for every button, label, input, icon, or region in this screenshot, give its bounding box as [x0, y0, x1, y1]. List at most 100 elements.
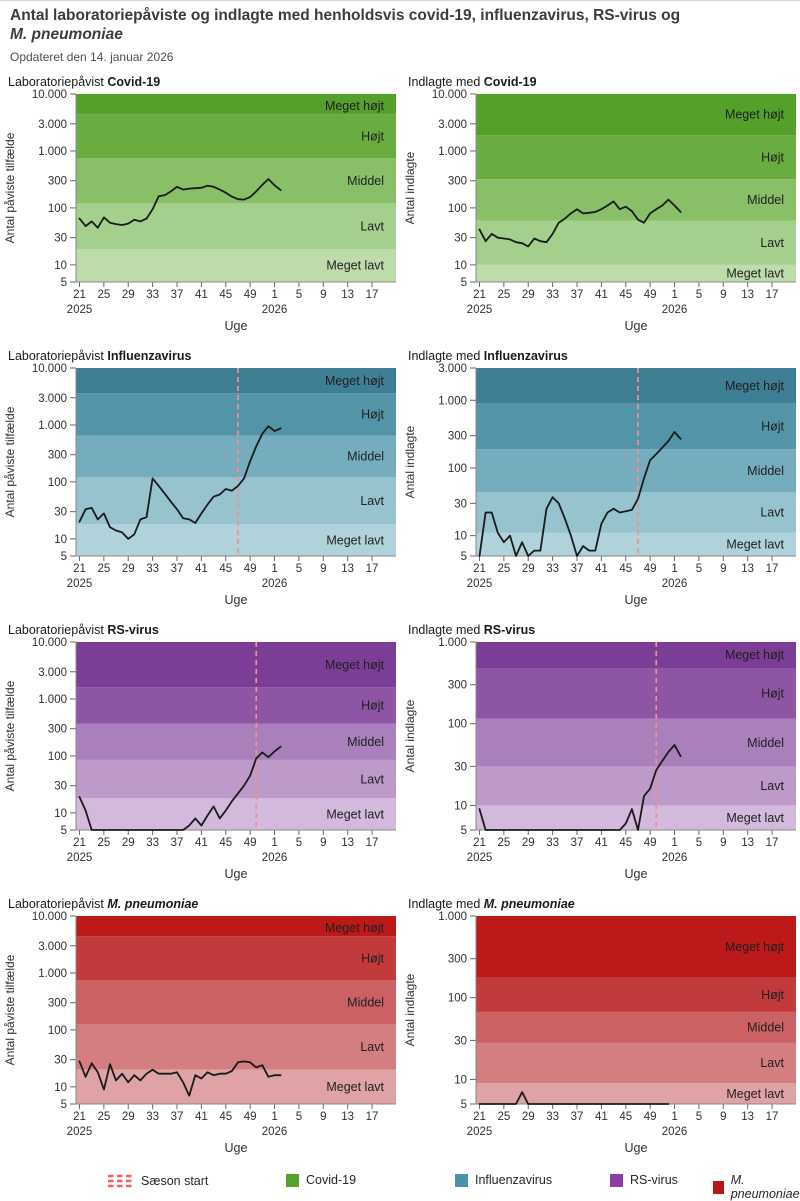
band-label-2: Middel: [747, 736, 784, 750]
charts-grid: Meget lavt Lavt Middel Højt Meget højt 5 10 30 1…: [0, 71, 800, 1167]
band-label-1: Lavt: [360, 494, 384, 508]
svg-text:25: 25: [497, 289, 510, 301]
svg-text:5: 5: [61, 1099, 67, 1111]
data-line-covid-hosp: [478, 198, 682, 248]
band-label-1: Lavt: [360, 1040, 384, 1054]
svg-text:30: 30: [454, 498, 467, 510]
year-right-label: 2026: [262, 852, 288, 864]
svg-text:37: 37: [171, 837, 184, 849]
svg-text:30: 30: [54, 507, 67, 519]
svg-text:49: 49: [244, 563, 257, 575]
svg-text:10.000: 10.000: [32, 637, 67, 649]
svg-text:300: 300: [48, 450, 67, 462]
svg-text:13: 13: [341, 563, 354, 575]
year-right-label: 2026: [662, 578, 688, 590]
svg-text:45: 45: [219, 289, 232, 301]
y-axis-title: Antal påviste tilfælde: [3, 954, 17, 1065]
svg-text:49: 49: [644, 837, 657, 849]
svg-text:10: 10: [454, 1074, 467, 1086]
svg-text:30: 30: [54, 1055, 67, 1067]
svg-text:100: 100: [448, 993, 467, 1005]
svg-text:25: 25: [497, 563, 510, 575]
x-axis-title: Uge: [625, 1141, 648, 1155]
band-label-0: Meget lavt: [726, 1087, 784, 1101]
band-label-3: Højt: [361, 951, 384, 965]
svg-text:300: 300: [48, 176, 67, 188]
svg-text:25: 25: [97, 289, 110, 301]
year-right-label: 2026: [662, 852, 688, 864]
svg-text:5: 5: [461, 551, 467, 563]
intensity-bands: Meget lavt Lavt Middel Højt Meget højt: [476, 642, 796, 830]
svg-text:1.000: 1.000: [38, 694, 67, 706]
band-label-1: Lavt: [760, 1056, 784, 1070]
svg-text:100: 100: [48, 203, 67, 215]
intensity-bands: Meget lavt Lavt Middel Højt Meget højt: [76, 916, 396, 1104]
svg-text:5: 5: [296, 563, 302, 575]
y-axis-title: Antal påviste tilfælde: [3, 132, 17, 243]
svg-text:1: 1: [671, 837, 677, 849]
svg-text:13: 13: [741, 837, 754, 849]
svg-text:30: 30: [54, 781, 67, 793]
legend-item-influenzavirus: Influenzavirus: [455, 1173, 552, 1187]
svg-text:49: 49: [244, 289, 257, 301]
rs-virus-swatch-icon: [610, 1173, 623, 1187]
x-axis-title: Uge: [625, 867, 648, 881]
x-axis-title: Uge: [225, 319, 248, 333]
season-start-dash-icon: [108, 1174, 132, 1188]
y-axis: 5 10 30 100 300 1.000 3.000 10.000: [32, 89, 76, 289]
x-axis: 21 25 29 33 37 41 45 49 1 5 9 13 17 2025 2026 Uge: [467, 556, 779, 607]
svg-text:17: 17: [366, 837, 379, 849]
svg-text:37: 37: [171, 563, 184, 575]
band-label-3: Højt: [361, 408, 384, 422]
svg-text:45: 45: [619, 289, 632, 301]
chart-title-rs-lab: Laboratoriepåvist RS-virus: [8, 623, 159, 637]
svg-text:3.000: 3.000: [38, 941, 67, 953]
chart-svg-mpneumoniae-hosp: Meget lavt Lavt Middel Højt Meget højt 5 10 30 1…: [403, 897, 796, 1155]
svg-text:5: 5: [61, 825, 67, 837]
svg-text:1.000: 1.000: [438, 146, 467, 158]
band-label-2: Middel: [347, 995, 384, 1009]
svg-text:29: 29: [522, 289, 535, 301]
svg-text:29: 29: [122, 563, 135, 575]
y-axis-title: Antal påviste tilfælde: [3, 406, 17, 517]
svg-text:100: 100: [448, 719, 467, 731]
chart-mpneumoniae-hosp: Meget lavt Lavt Middel Højt Meget højt 5 10 30 1…: [400, 893, 800, 1167]
svg-text:10: 10: [454, 260, 467, 272]
chart-svg-influenza-lab: Meget lavt Lavt Middel Højt Meget højt 5 10 30 1…: [3, 349, 396, 607]
svg-text:21: 21: [473, 1111, 486, 1123]
band-label-2: Middel: [747, 193, 784, 207]
svg-text:300: 300: [48, 724, 67, 736]
legend-item-label: Influenzavirus: [475, 1173, 553, 1187]
svg-text:33: 33: [146, 289, 159, 301]
x-axis: 21 25 29 33 37 41 45 49 1 5 9 13 17 2025 2026 Uge: [467, 830, 778, 881]
page-header: Antal laboratoriepåviste og indlagte med…: [10, 7, 790, 64]
svg-text:300: 300: [448, 954, 467, 966]
svg-text:5: 5: [696, 837, 702, 849]
year-left-label: 2025: [67, 578, 93, 590]
svg-text:45: 45: [619, 1111, 632, 1123]
svg-text:21: 21: [73, 1111, 86, 1123]
svg-text:49: 49: [644, 289, 657, 301]
band-label-2: Middel: [347, 174, 384, 188]
band-label-4: Meget højt: [725, 940, 785, 954]
svg-text:17: 17: [766, 563, 779, 575]
svg-text:21: 21: [473, 563, 486, 575]
svg-text:13: 13: [741, 563, 754, 575]
chart-influenza-lab: Meget lavt Lavt Middel Højt Meget højt 5 10 30 1…: [0, 345, 400, 619]
svg-text:5: 5: [61, 277, 67, 289]
svg-text:9: 9: [720, 1111, 726, 1123]
svg-text:13: 13: [341, 837, 354, 849]
svg-text:33: 33: [146, 837, 159, 849]
chart-svg-mpneumoniae-lab: Meget lavt Lavt Middel Højt Meget højt 5 10 30 1…: [3, 897, 396, 1155]
svg-text:5: 5: [696, 563, 702, 575]
chart-svg-rs-hosp: Meget lavt Lavt Middel Højt Meget højt 5 10 30 1…: [403, 623, 796, 881]
svg-text:25: 25: [97, 837, 110, 849]
svg-text:10: 10: [54, 260, 67, 272]
band-label-2: Middel: [347, 735, 384, 749]
svg-text:41: 41: [595, 1111, 608, 1123]
year-right-label: 2026: [262, 304, 288, 316]
chart-rs-hosp: Meget lavt Lavt Middel Højt Meget højt 5 10 30 1…: [400, 619, 800, 893]
band-label-3: Højt: [761, 150, 784, 164]
intensity-bands: Meget lavt Lavt Middel Højt Meget højt: [476, 368, 796, 556]
